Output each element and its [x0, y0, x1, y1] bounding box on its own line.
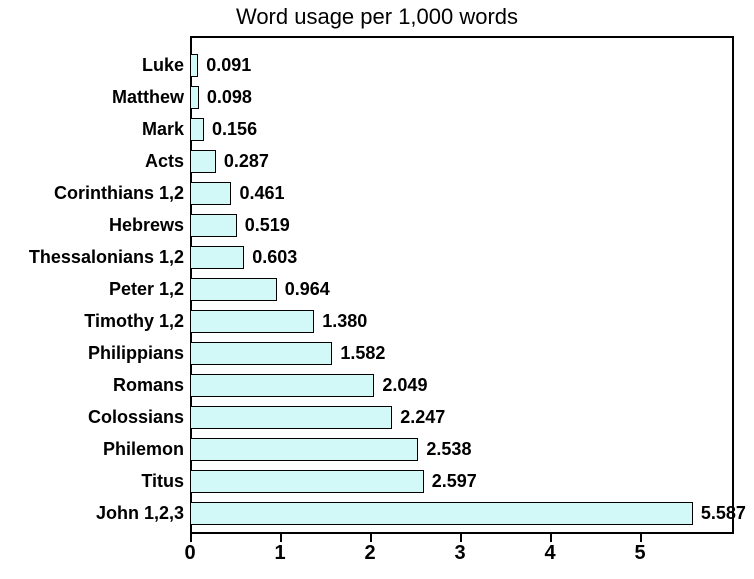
- x-tick: [640, 534, 642, 542]
- value-label: 0.098: [207, 86, 252, 109]
- bar: [190, 470, 424, 493]
- value-label: 0.287: [224, 150, 269, 173]
- bar: [190, 246, 244, 269]
- bar-row: Luke0.091: [190, 54, 734, 77]
- value-label: 0.964: [285, 278, 330, 301]
- bar-row: Titus2.597: [190, 470, 734, 493]
- bar: [190, 118, 204, 141]
- y-axis-label: Philippians: [0, 342, 184, 365]
- x-tick: [190, 534, 192, 542]
- y-axis-label: Acts: [0, 150, 184, 173]
- bar-row: Timothy 1,21.380: [190, 310, 734, 333]
- y-axis-label: Hebrews: [0, 214, 184, 237]
- bar: [190, 438, 418, 461]
- bar: [190, 374, 374, 397]
- x-tick-label: 1: [274, 542, 285, 565]
- value-label: 0.156: [212, 118, 257, 141]
- value-label: 0.091: [206, 54, 251, 77]
- x-tick-label: 4: [544, 542, 555, 565]
- value-label: 1.380: [322, 310, 367, 333]
- bar: [190, 310, 314, 333]
- x-tick-label: 3: [454, 542, 465, 565]
- value-label: 2.597: [432, 470, 477, 493]
- bar: [190, 406, 392, 429]
- y-axis-label: Timothy 1,2: [0, 310, 184, 333]
- bar: [190, 278, 277, 301]
- word-usage-chart: Word usage per 1,000 words Luke0.091Matt…: [0, 0, 754, 579]
- y-axis-label: Thessalonians 1,2: [0, 246, 184, 269]
- y-axis-label: Colossians: [0, 406, 184, 429]
- y-axis-label: Peter 1,2: [0, 278, 184, 301]
- value-label: 0.519: [245, 214, 290, 237]
- bar: [190, 182, 231, 205]
- y-axis-label: Corinthians 1,2: [0, 182, 184, 205]
- y-axis-label: Romans: [0, 374, 184, 397]
- bar-row: Hebrews0.519: [190, 214, 734, 237]
- value-label: 0.603: [252, 246, 297, 269]
- bar-row: Matthew0.098: [190, 86, 734, 109]
- x-tick: [460, 534, 462, 542]
- y-axis-label: Titus: [0, 470, 184, 493]
- bar-row: Philippians1.582: [190, 342, 734, 365]
- bar: [190, 342, 332, 365]
- bar-row: Peter 1,20.964: [190, 278, 734, 301]
- x-axis: 012345: [190, 534, 734, 579]
- x-tick: [550, 534, 552, 542]
- x-tick-label: 2: [364, 542, 375, 565]
- y-axis-label: Matthew: [0, 86, 184, 109]
- x-tick-label: 0: [184, 542, 195, 565]
- bar: [190, 54, 198, 77]
- bar-row: John 1,2,35.587: [190, 502, 734, 525]
- bar-row: Romans2.049: [190, 374, 734, 397]
- bar-row: Mark0.156: [190, 118, 734, 141]
- bar-row: Thessalonians 1,20.603: [190, 246, 734, 269]
- value-label: 0.461: [239, 182, 284, 205]
- value-label: 5.587: [701, 502, 746, 525]
- x-tick-label: 5: [634, 542, 645, 565]
- x-tick: [370, 534, 372, 542]
- value-label: 1.582: [340, 342, 385, 365]
- value-label: 2.247: [400, 406, 445, 429]
- bar-row: Colossians2.247: [190, 406, 734, 429]
- bar: [190, 86, 199, 109]
- y-axis-label: Philemon: [0, 438, 184, 461]
- y-axis-label: Mark: [0, 118, 184, 141]
- bar: [190, 502, 693, 525]
- bar: [190, 150, 216, 173]
- bar-row: Acts0.287: [190, 150, 734, 173]
- bar-row: Corinthians 1,20.461: [190, 182, 734, 205]
- value-label: 2.049: [382, 374, 427, 397]
- x-tick: [280, 534, 282, 542]
- bar-row: Philemon2.538: [190, 438, 734, 461]
- y-axis-label: Luke: [0, 54, 184, 77]
- bar: [190, 214, 237, 237]
- value-label: 2.538: [426, 438, 471, 461]
- chart-title: Word usage per 1,000 words: [0, 4, 754, 30]
- y-axis-label: John 1,2,3: [0, 502, 184, 525]
- bars-layer: Luke0.091 Matthew0.098 Mark0.156 Acts0.287 C…: [190, 36, 734, 534]
